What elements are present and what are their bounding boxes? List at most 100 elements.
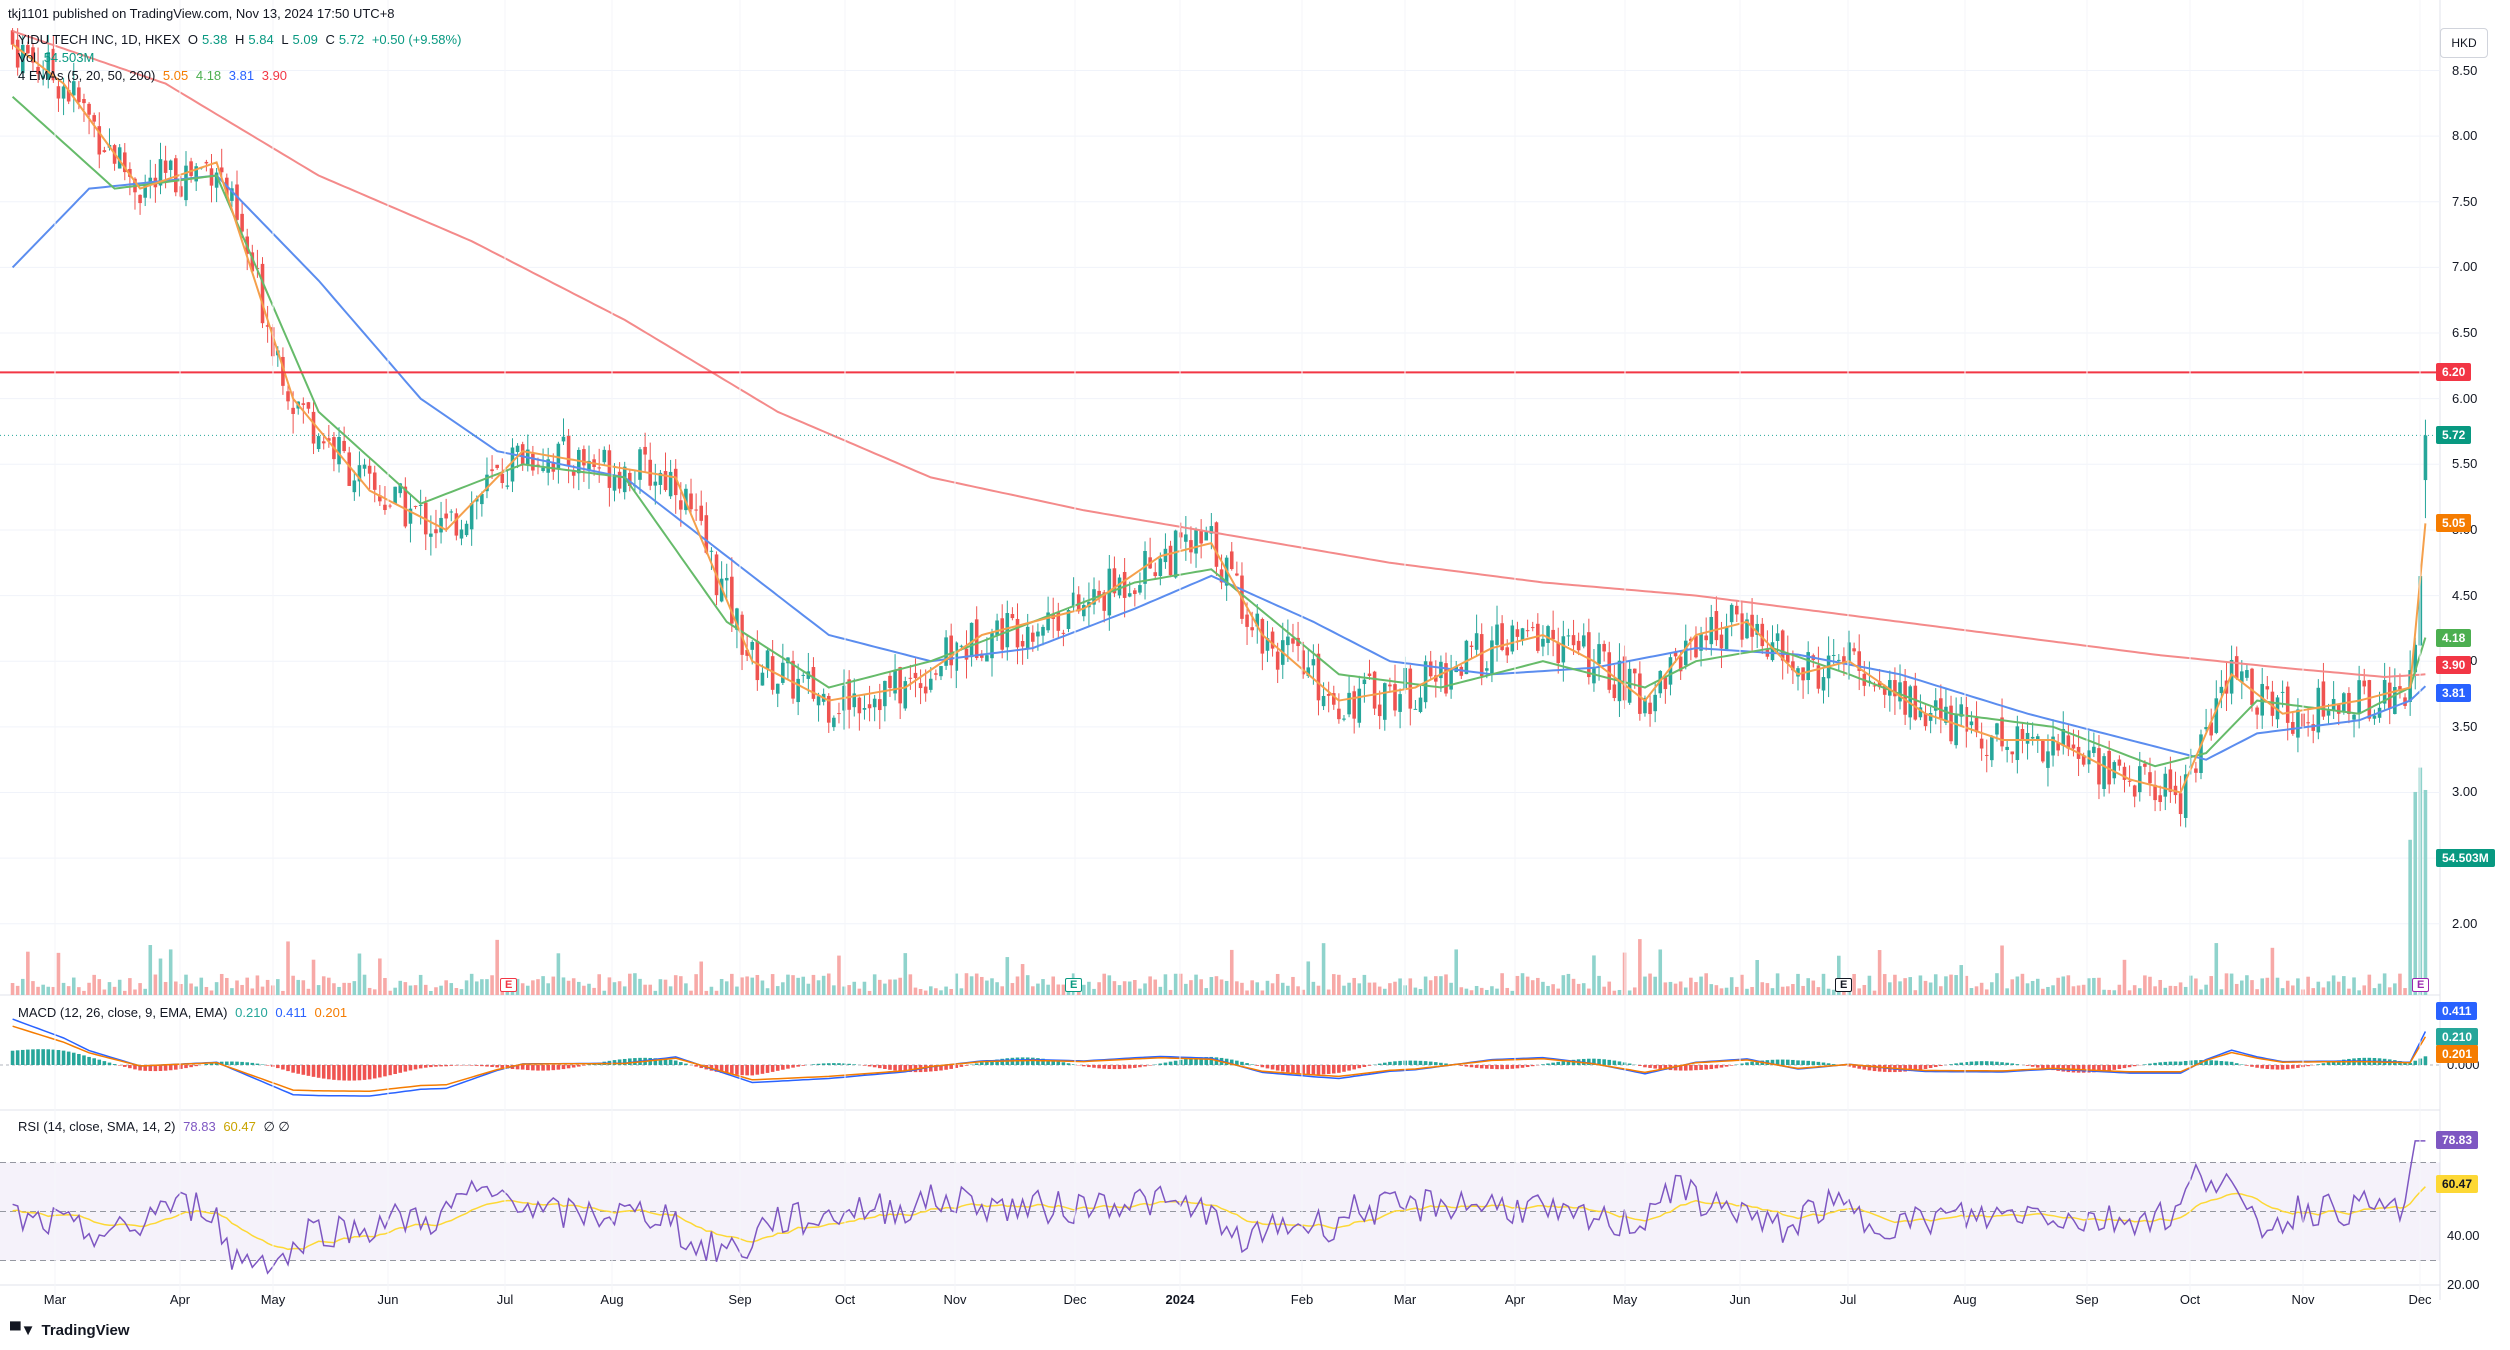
candle-body <box>102 150 107 153</box>
volume-bar <box>321 976 326 995</box>
macd-hist-bar <box>2255 1065 2259 1068</box>
volume-bar <box>1357 983 1362 995</box>
macd-hist-bar <box>1597 1058 1601 1065</box>
macd-hist-bar <box>1459 1065 1464 1066</box>
earnings-badge[interactable]: E <box>1065 978 1083 992</box>
macd-hist-bar <box>872 1065 877 1068</box>
volume-bar <box>2178 982 2183 995</box>
macd-hist-bar <box>1683 1065 1688 1071</box>
candle-body <box>1643 697 1647 714</box>
candle-body <box>1694 636 1698 658</box>
earnings-badge[interactable]: E <box>500 978 518 992</box>
candle-body <box>1199 529 1203 544</box>
candle-body <box>1882 686 1887 695</box>
change-value: +0.50 (+9.58%) <box>371 32 462 47</box>
macd-hist-bar <box>2107 1065 2111 1071</box>
tradingview-logo[interactable]: ▀▼ TradingView <box>10 1322 130 1339</box>
volume-bar <box>1020 964 1025 995</box>
volume-bar <box>1704 973 1708 995</box>
candle-body <box>638 449 642 480</box>
volume-bar <box>1056 984 1061 995</box>
candle-body <box>194 166 198 182</box>
volume-bar <box>2189 975 2193 995</box>
volume-bar <box>1245 990 1249 995</box>
candle-body <box>1755 623 1759 635</box>
volume-bar <box>1801 985 1805 995</box>
volume-bar <box>1158 986 1163 995</box>
macd-hist-bar <box>622 1058 627 1065</box>
candle-body <box>1138 585 1142 593</box>
macd-hist-bar <box>1678 1065 1683 1071</box>
volume-bar <box>679 976 683 995</box>
macd-hist-bar <box>128 1065 132 1069</box>
volume-bar <box>1500 973 1504 995</box>
macd-hist-bar <box>1495 1065 1499 1070</box>
volume-bar <box>1311 981 1316 995</box>
ema5-price-tag: 5.05 <box>2436 514 2472 533</box>
candle-body <box>1189 540 1193 553</box>
volume-bar <box>2056 977 2060 995</box>
macd-hist-bar <box>1444 1063 1448 1065</box>
candle-body <box>1704 635 1708 641</box>
volume-bar <box>1653 976 1657 995</box>
candle-body <box>1383 683 1387 720</box>
macd-hist-bar <box>393 1065 397 1075</box>
macd-hist-bar <box>1979 1061 1984 1065</box>
currency-button[interactable]: HKD <box>2440 28 2488 58</box>
volume-bar <box>954 973 959 995</box>
earnings-badge[interactable]: E <box>2412 978 2430 992</box>
volume-bar <box>250 988 255 995</box>
candle-body <box>730 576 734 624</box>
macd-hist-bar <box>1638 1065 1642 1066</box>
candle-body <box>1127 593 1132 597</box>
earnings-badge[interactable]: E <box>1835 978 1853 992</box>
macd-hist-bar <box>928 1065 933 1072</box>
candle-body <box>291 407 295 414</box>
candle-body <box>1653 694 1657 712</box>
volume-bar <box>1184 983 1188 995</box>
volume-bar <box>1867 975 1872 995</box>
macd-hist-bar <box>770 1065 775 1072</box>
candle-body <box>2413 644 2418 673</box>
volume-bar <box>1581 983 1586 995</box>
volume-bar <box>41 984 45 995</box>
volume-bar <box>689 990 693 995</box>
volume-bar <box>347 982 352 995</box>
volume-bar <box>1260 990 1265 995</box>
candle-body <box>2081 755 2086 765</box>
volume-bar <box>1755 960 1759 995</box>
time-axis-label: Mar <box>1393 1292 1417 1307</box>
macd-hist-bar <box>1337 1065 1341 1073</box>
macd-hist-bar <box>153 1065 158 1072</box>
candle-body <box>2025 732 2030 744</box>
macd-hist-bar <box>515 1065 520 1070</box>
macd-hist-bar <box>888 1065 892 1070</box>
volume-bar <box>551 976 556 995</box>
candle-body <box>1597 644 1601 665</box>
volume-bar <box>719 978 724 995</box>
volume-bar <box>2316 981 2321 995</box>
time-axis-label: May <box>1612 1292 1638 1307</box>
volume-bar <box>2209 976 2213 995</box>
volume-bar <box>2234 983 2239 995</box>
candle-body <box>2148 772 2152 784</box>
macd-hist-bar <box>245 1062 249 1065</box>
macd-hist-bar <box>1316 1065 1321 1075</box>
volume-bar <box>1229 949 1234 995</box>
candle-body <box>617 471 622 489</box>
candle-body <box>928 678 933 690</box>
ema5-line <box>11 43 2427 794</box>
volume-bar <box>168 949 173 995</box>
candle-body <box>995 620 999 636</box>
candle-body <box>898 667 902 704</box>
macd-hist-bar <box>903 1065 908 1072</box>
volume-bar <box>760 980 765 995</box>
macd-hist-bar <box>1755 1061 1759 1065</box>
candle-body <box>1092 589 1096 605</box>
volume-bar <box>1398 978 1402 995</box>
volume-bar <box>77 987 81 995</box>
macd-hist-bar <box>1066 1063 1071 1065</box>
volume-bar <box>1413 987 1418 995</box>
macd-hist-bar <box>2285 1065 2290 1070</box>
